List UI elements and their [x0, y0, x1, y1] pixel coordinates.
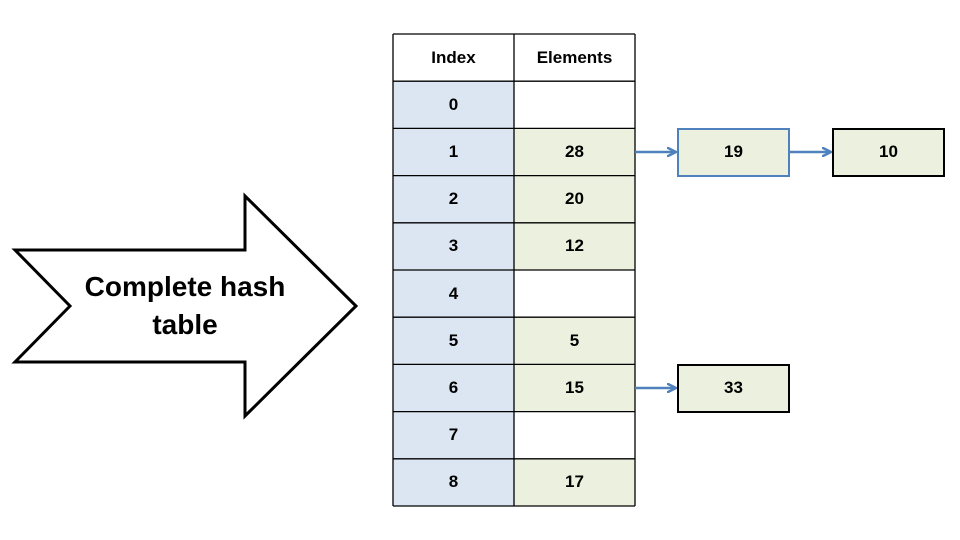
- index-cell: 3: [448, 236, 459, 256]
- element-cell: 5: [569, 330, 580, 350]
- element-cell-bg: [514, 270, 635, 318]
- element-cell-bg: [514, 128, 635, 176]
- element-cell: [514, 412, 635, 459]
- element-cell-bg: [514, 175, 635, 223]
- element-cell: 12: [565, 236, 584, 256]
- index-cell-bg: [393, 458, 514, 506]
- index-cell: 8: [448, 472, 459, 492]
- index-cell-bg: [393, 364, 514, 412]
- header-index: Index: [431, 47, 476, 67]
- chain-node: 10: [832, 127, 945, 177]
- index-cell-bg: [393, 81, 514, 129]
- index-cell: 5: [448, 330, 459, 350]
- index-cell: 2: [448, 189, 459, 209]
- element-cell-bg: [514, 317, 635, 365]
- element-cell: 28: [565, 141, 584, 161]
- chain-arrows: [635, 152, 831, 388]
- element-cell: [514, 81, 635, 128]
- table-background: [393, 81, 635, 506]
- element-cell: 15: [565, 377, 584, 397]
- element-cell-bg: [514, 222, 635, 270]
- index-cell: 6: [448, 377, 459, 397]
- big-arrow-shape: [11, 192, 359, 420]
- index-cell-bg: [393, 411, 514, 459]
- element-cell: [514, 270, 635, 317]
- header-elements: Elements: [536, 47, 613, 67]
- index-cell-bg: [393, 128, 514, 176]
- table-grid: [392, 33, 636, 507]
- index-cell: 0: [448, 94, 459, 114]
- chain-node: 19: [677, 127, 790, 177]
- index-cell-bg: [393, 270, 514, 318]
- element-cell-bg: [514, 458, 635, 506]
- element-cell-bg: [514, 81, 635, 129]
- element-cell-bg: [514, 364, 635, 412]
- element-cell: 20: [565, 189, 584, 209]
- element-cell-bg: [514, 411, 635, 459]
- arrow-label: Complete hash table: [84, 271, 286, 340]
- index-cell-bg: [393, 175, 514, 223]
- index-cell: 1: [448, 141, 459, 161]
- index-cell: 4: [448, 283, 459, 303]
- index-cell-bg: [393, 222, 514, 270]
- chain-node: 33: [677, 363, 790, 413]
- index-cell-bg: [393, 317, 514, 365]
- index-cell: 7: [448, 425, 459, 445]
- element-cell: 17: [565, 472, 584, 492]
